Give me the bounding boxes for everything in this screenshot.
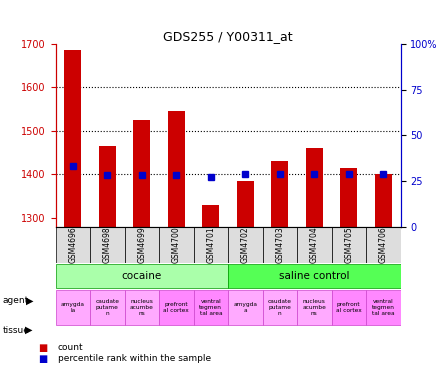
FancyBboxPatch shape [228,227,263,263]
FancyBboxPatch shape [228,264,400,288]
FancyBboxPatch shape [263,290,297,325]
FancyBboxPatch shape [90,227,125,263]
Bar [202,205,219,227]
FancyBboxPatch shape [194,290,228,325]
Bar [168,111,185,227]
FancyBboxPatch shape [159,227,194,263]
Text: caudate
putame
n: caudate putame n [95,299,119,316]
Text: ■: ■ [38,354,47,364]
Text: GSM4703: GSM4703 [275,227,284,263]
FancyBboxPatch shape [297,227,332,263]
Text: ■: ■ [38,343,47,353]
Text: ventral
tegmen
tal area: ventral tegmen tal area [372,299,395,316]
Text: GSM4702: GSM4702 [241,227,250,263]
FancyBboxPatch shape [332,227,366,263]
Bar [99,146,116,227]
Bar [375,174,392,227]
FancyBboxPatch shape [228,290,263,325]
Text: count: count [58,343,84,352]
Text: ventral
tegmen
tal area: ventral tegmen tal area [199,299,222,316]
Bar [237,181,254,227]
FancyBboxPatch shape [366,227,400,263]
Text: GSM4706: GSM4706 [379,227,388,263]
Text: caudate
putame
n: caudate putame n [268,299,292,316]
Text: prefront
al cortex: prefront al cortex [163,302,189,313]
FancyBboxPatch shape [90,290,125,325]
Text: nucleus
acumbe
ns: nucleus acumbe ns [302,299,326,316]
FancyBboxPatch shape [56,227,90,263]
Bar [271,161,288,227]
Text: agent: agent [2,296,28,305]
FancyBboxPatch shape [125,227,159,263]
Text: GSM4700: GSM4700 [172,227,181,263]
Text: ▶: ▶ [26,296,33,306]
FancyBboxPatch shape [297,290,332,325]
Bar [306,148,323,227]
FancyBboxPatch shape [56,290,90,325]
Text: GSM4705: GSM4705 [344,227,353,263]
FancyBboxPatch shape [263,227,297,263]
Text: GSM4699: GSM4699 [138,227,146,263]
Text: percentile rank within the sample: percentile rank within the sample [58,354,211,363]
Bar [64,51,81,227]
Text: nucleus
acumbe
ns: nucleus acumbe ns [130,299,154,316]
Text: amygda
a: amygda a [233,302,257,313]
Text: cocaine: cocaine [122,271,162,281]
Text: GSM4701: GSM4701 [206,227,215,263]
Text: prefront
al cortex: prefront al cortex [336,302,362,313]
Bar [340,168,357,227]
FancyBboxPatch shape [56,264,228,288]
Title: GDS255 / Y00311_at: GDS255 / Y00311_at [163,30,293,43]
FancyBboxPatch shape [194,227,228,263]
FancyBboxPatch shape [366,290,400,325]
FancyBboxPatch shape [159,290,194,325]
Text: saline control: saline control [279,271,349,281]
Bar [133,120,150,227]
FancyBboxPatch shape [125,290,159,325]
Text: GSM4696: GSM4696 [69,227,77,263]
Text: GSM4704: GSM4704 [310,227,319,263]
Text: ▶: ▶ [24,325,32,335]
FancyBboxPatch shape [332,290,366,325]
Text: amygda
la: amygda la [61,302,85,313]
Text: GSM4698: GSM4698 [103,227,112,263]
Text: tissue: tissue [2,326,29,335]
